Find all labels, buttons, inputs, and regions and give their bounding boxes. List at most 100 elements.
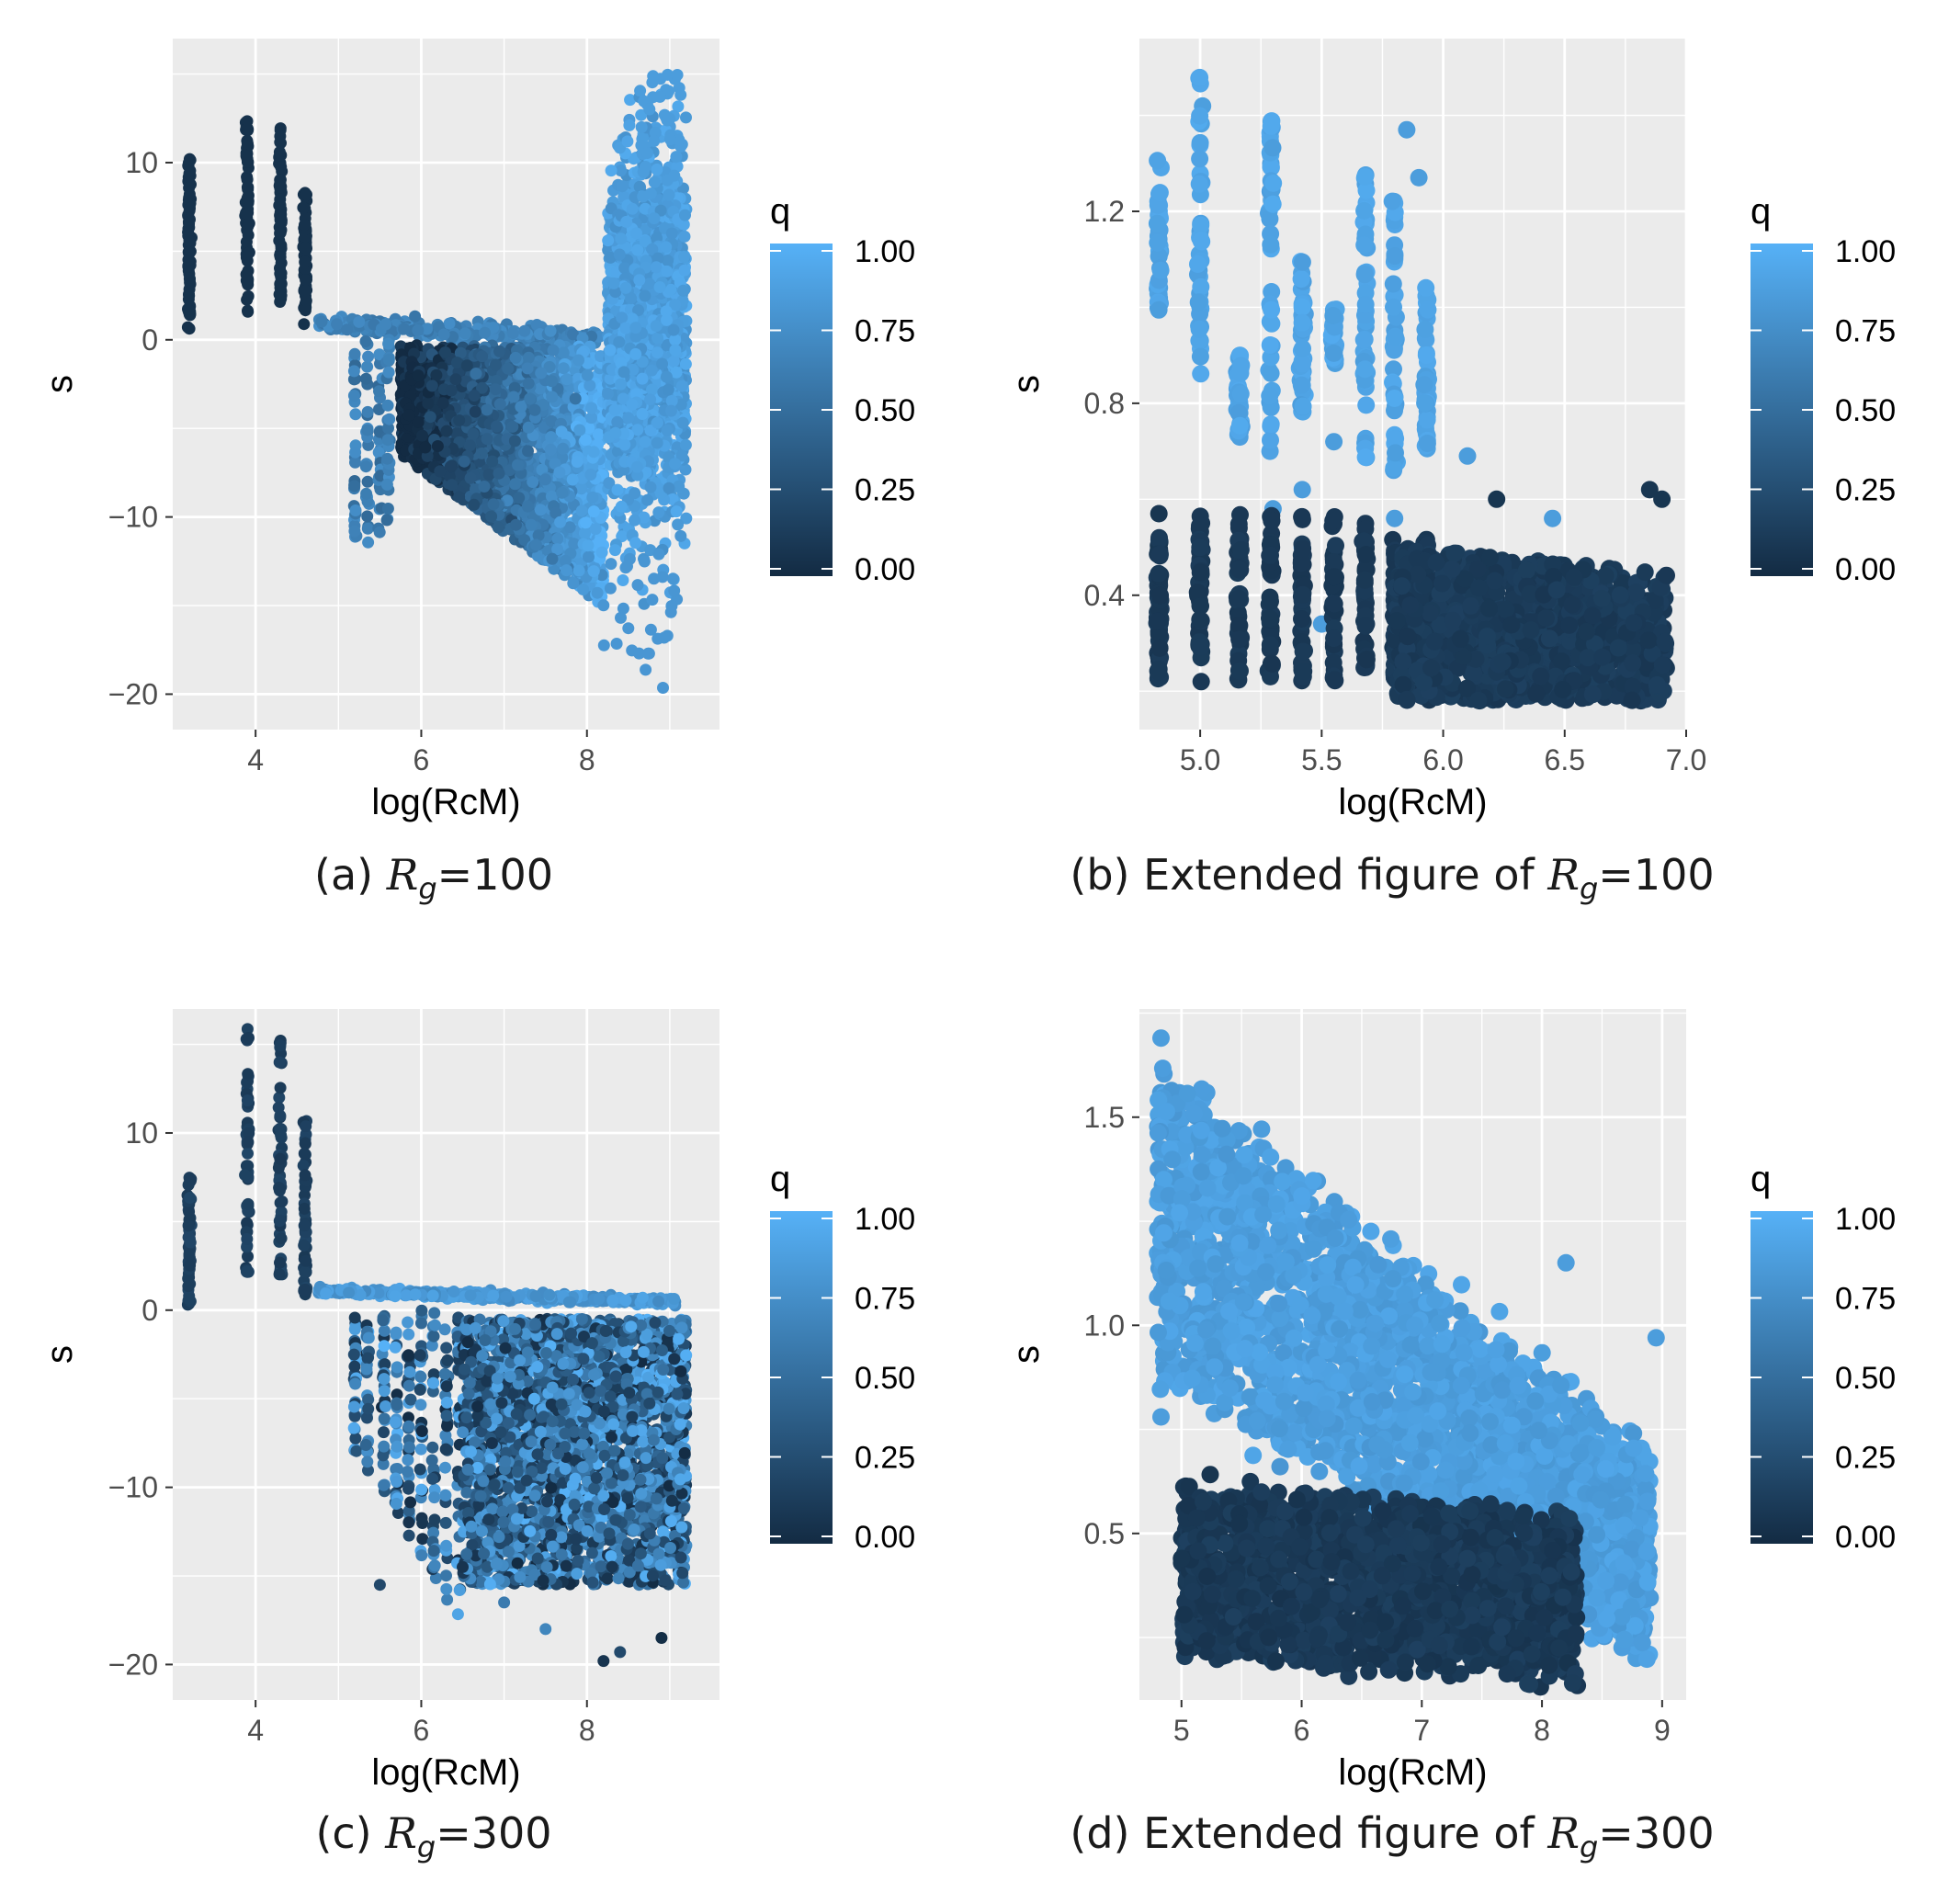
data-point [494,398,506,410]
data-point [527,476,538,488]
data-point [242,192,254,204]
data-point [439,346,451,358]
data-point [669,458,681,470]
data-point [548,345,560,357]
data-point [409,311,421,323]
data-point [362,425,374,436]
data-point [554,516,566,528]
data-point [242,181,254,193]
data-point [546,375,558,387]
data-point [674,530,686,542]
data-point [276,243,288,255]
data-point [275,282,287,294]
data-point [241,275,253,287]
data-point [490,359,502,371]
data-point [350,504,362,516]
data-point [588,446,600,458]
data-point [481,403,493,415]
data-point [639,290,651,302]
data-point [360,373,372,385]
data-point [493,346,505,357]
data-point [593,428,605,440]
data-point [373,385,385,397]
data-point [362,476,374,488]
data-point [510,352,522,364]
data-point [362,537,374,549]
data-point [445,460,457,472]
data-point [469,390,481,402]
data-point [583,551,595,563]
data-point [627,203,639,215]
data-point [382,400,394,412]
data-point [558,346,570,358]
data-point [412,324,424,336]
data-point [468,499,480,511]
data-point [362,406,374,418]
data-point [300,188,312,200]
data-point [416,430,428,442]
data-point [348,481,360,493]
data-point [383,354,395,366]
data-point [360,335,372,347]
data-point [567,577,579,589]
data-point [580,516,592,528]
data-point [561,373,573,385]
data-point [507,327,519,339]
data-point [441,425,453,437]
data-point [380,318,391,330]
data-point [331,318,343,330]
data-point [459,327,471,339]
data-point [629,537,641,549]
data-point [625,292,637,304]
data-point [641,494,653,506]
data-point [615,232,627,244]
data-point [381,479,393,491]
data-point [680,358,692,370]
data-point [679,265,691,277]
data-point [438,328,450,340]
data-point [491,421,503,433]
data-point [437,397,449,409]
data-point [629,487,640,499]
data-point [459,456,470,468]
data-point [360,488,372,500]
data-point [316,316,328,328]
data-point [362,523,374,535]
data-point [617,574,629,586]
data-point [523,352,535,364]
data-point [382,434,394,446]
data-point [645,481,657,493]
data-point [184,283,196,295]
data-point [242,305,254,317]
data-point [508,391,520,403]
data-point [651,332,663,344]
data-point [402,409,414,421]
data-point [509,478,521,490]
data-point [242,153,254,164]
data-point [612,484,624,496]
data-point [274,136,286,148]
data-point [461,359,473,371]
data-point [242,138,254,150]
data-point [493,468,505,480]
data-point [360,460,372,472]
data-point [596,547,608,559]
data-point [422,398,434,410]
data-point [651,417,663,429]
data-point [184,202,196,214]
data-point [299,219,311,231]
data-point [572,456,583,468]
data-point [573,565,585,577]
data-point [622,412,634,424]
data-point [518,325,530,337]
data-point [616,501,628,513]
data-point [572,355,584,367]
data-point [584,469,596,481]
data-point [276,267,288,279]
data-point [640,436,651,448]
data-point [594,537,606,549]
data-point [602,234,614,246]
data-point [512,459,524,471]
